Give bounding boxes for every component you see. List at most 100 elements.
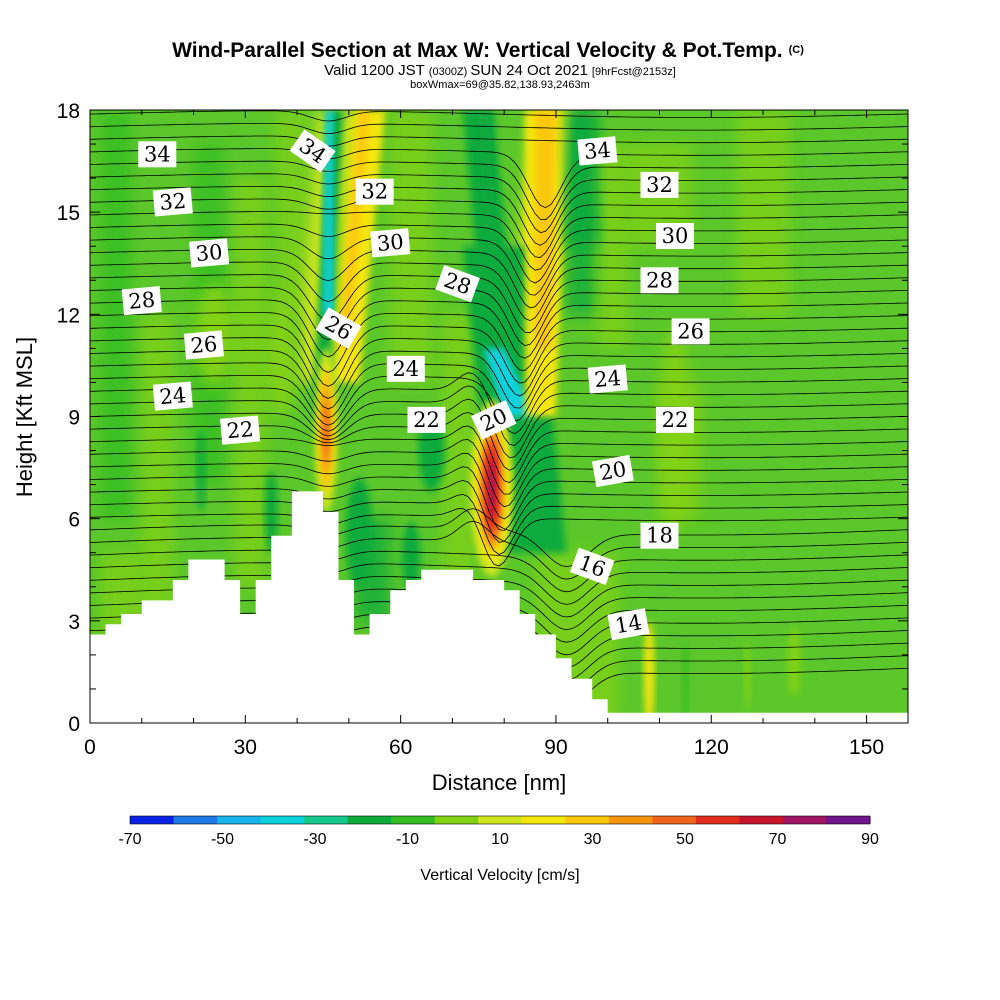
contour-label: 28 bbox=[121, 286, 162, 316]
isentrope-line bbox=[90, 98, 908, 108]
contour-label: 32 bbox=[152, 187, 193, 217]
contour-label-box bbox=[591, 454, 634, 488]
contour-label-text: 30 bbox=[662, 224, 689, 248]
w-cell bbox=[346, 477, 373, 587]
isentrope-line bbox=[90, 173, 908, 234]
colorbar-swatch bbox=[217, 816, 262, 824]
contour-label-text: 30 bbox=[195, 240, 224, 266]
contour-label-text: 22 bbox=[662, 408, 689, 432]
contour-label-text: 26 bbox=[190, 332, 219, 358]
contour-label: 30 bbox=[189, 238, 230, 268]
contour-label-text: 14 bbox=[613, 610, 643, 638]
w-cell bbox=[682, 641, 689, 723]
w-downdraft bbox=[566, 110, 598, 247]
contour-label-text: 34 bbox=[583, 138, 612, 164]
contour-label-box bbox=[386, 355, 425, 382]
colorbar-tick-label: 90 bbox=[861, 831, 879, 848]
isentrope-line bbox=[90, 211, 908, 271]
contour-label: 28 bbox=[640, 267, 679, 294]
contour-label-text: 32 bbox=[158, 189, 187, 215]
x-tick-label: 120 bbox=[694, 736, 729, 759]
w-updraft-core bbox=[535, 110, 556, 349]
colorbar-swatch bbox=[391, 816, 436, 824]
w-cell bbox=[643, 620, 655, 723]
isentrope-line bbox=[90, 198, 908, 258]
isentrope-line bbox=[90, 312, 908, 373]
contour-label-text: 34 bbox=[144, 142, 171, 166]
axes: 0 30 60 90 120 150 0 3 6 9 12 15 18 bbox=[57, 100, 908, 759]
contour-label: 22 bbox=[656, 406, 694, 433]
isentrope-line bbox=[90, 148, 908, 209]
w-band bbox=[737, 110, 789, 315]
chart-box-info: boxWmax=69@35.82,138.93,2463m bbox=[410, 79, 590, 91]
w-downdraft bbox=[478, 110, 494, 213]
colorbar-tick-label: -70 bbox=[118, 831, 141, 848]
contour-label-box bbox=[607, 608, 650, 641]
contour-label: 34 bbox=[577, 136, 618, 166]
w-band bbox=[597, 144, 629, 349]
contour-label: 18 bbox=[640, 522, 679, 549]
contour-label: 22 bbox=[407, 406, 446, 433]
contour-label-box bbox=[152, 381, 193, 411]
isentrope-line bbox=[90, 236, 908, 296]
w-cell bbox=[264, 470, 278, 553]
w-cell bbox=[744, 641, 751, 710]
contour-label: 24 bbox=[152, 381, 193, 411]
w-cell bbox=[401, 522, 421, 591]
colorbar-swatch bbox=[695, 816, 740, 824]
chart-subtitle: Valid 1200 JST (0300Z) SUN 24 Oct 2021 [9hr… bbox=[324, 62, 676, 79]
isentrope-line bbox=[90, 299, 908, 359]
contour-label: 32 bbox=[640, 171, 679, 198]
colorbar-swatch bbox=[782, 816, 827, 824]
isentrope-line bbox=[90, 349, 908, 410]
isentrope-line bbox=[90, 186, 908, 246]
contour-label: 26 bbox=[315, 307, 362, 349]
contour-label: 26 bbox=[183, 330, 224, 360]
terrain-mask bbox=[90, 491, 908, 723]
isentrope-line bbox=[90, 160, 908, 221]
contour-label: 20 bbox=[471, 400, 517, 440]
colorbar-swatch bbox=[304, 816, 349, 824]
isentrope-line bbox=[90, 508, 908, 568]
contour-label-box bbox=[289, 129, 336, 173]
isentrope-line bbox=[90, 493, 908, 555]
contour-label-text: 24 bbox=[593, 366, 622, 392]
contour-label: 28 bbox=[435, 264, 480, 303]
chart-title: Wind-Parallel Section at Max W: Vertical… bbox=[172, 39, 804, 62]
w-band bbox=[234, 178, 267, 587]
colorbar-swatch bbox=[652, 816, 697, 824]
isentrope-line bbox=[90, 274, 908, 334]
colorbar-frame bbox=[129, 815, 871, 825]
contour-label-box bbox=[471, 400, 517, 440]
colorbar-swatch bbox=[478, 816, 523, 824]
y-tick-label: 12 bbox=[57, 304, 80, 327]
contour-label-box bbox=[640, 171, 679, 198]
contour-label: 30 bbox=[656, 223, 694, 249]
x-axis-label: Distance [nm] bbox=[432, 770, 567, 795]
contour-label: 26 bbox=[671, 318, 710, 345]
w-band bbox=[442, 314, 474, 587]
contour-label-box bbox=[183, 330, 224, 360]
colorbar-swatch bbox=[434, 816, 479, 824]
isentrope-line bbox=[90, 286, 908, 347]
isentrope-line bbox=[90, 520, 908, 580]
isentrope-line bbox=[90, 110, 908, 122]
colorbar-swatch bbox=[347, 816, 392, 824]
contour-label-box bbox=[220, 415, 261, 445]
contour-label-box bbox=[189, 238, 230, 268]
contour-label-text: 24 bbox=[158, 383, 187, 409]
w-cell bbox=[787, 627, 801, 696]
contour-label-text: 32 bbox=[361, 180, 388, 204]
isentrope-line bbox=[90, 549, 908, 593]
contour-label: 22 bbox=[220, 415, 261, 445]
isentrope-line bbox=[90, 223, 908, 284]
colorbar: -70 -50 -30 -10 10 30 50 70 90 bbox=[118, 815, 879, 848]
contour-label-box bbox=[152, 187, 193, 217]
contour-label-box bbox=[138, 141, 177, 168]
w-cell bbox=[266, 293, 298, 417]
contour-label-box bbox=[640, 267, 679, 294]
contour-label-box bbox=[355, 178, 394, 205]
x-tick-label: 30 bbox=[234, 736, 257, 759]
